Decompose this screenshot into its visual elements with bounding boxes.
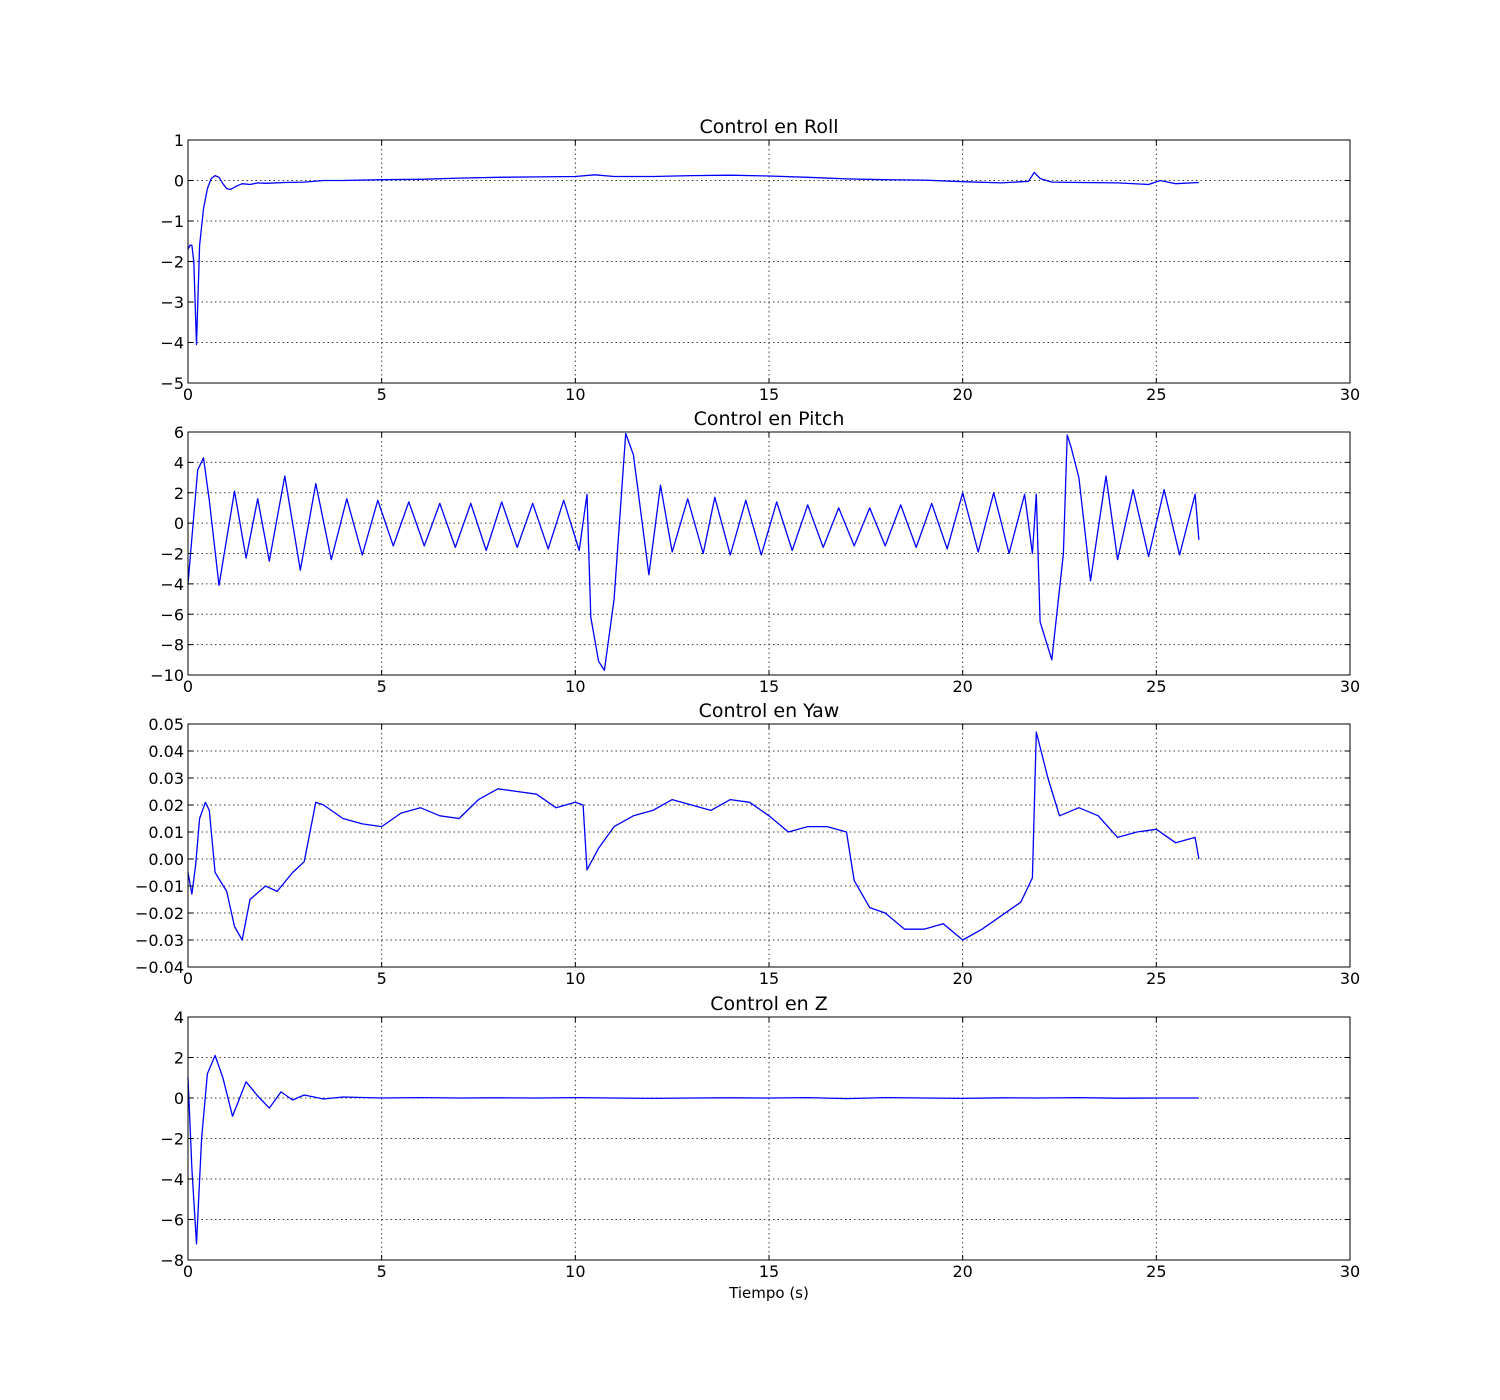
x-tick-label: 10 xyxy=(565,677,585,696)
y-tick-label: 0.00 xyxy=(148,850,184,869)
chart-title: Control en Yaw xyxy=(699,700,840,722)
series-line xyxy=(187,432,1200,672)
y-tick-label: −0.03 xyxy=(135,931,184,950)
x-tick-label: 0 xyxy=(183,385,193,404)
x-tick-label: 25 xyxy=(1146,1262,1166,1281)
subplot-yaw: Control en Yaw 0 5 10 15 20 25 30 −0.04 −0.03 −0.… xyxy=(135,700,1360,988)
y-tick-label: −10 xyxy=(150,666,184,685)
y-tick-label: −2 xyxy=(160,253,184,272)
y-tick-label: −1 xyxy=(160,212,184,231)
x-tick-label: 20 xyxy=(952,969,972,988)
x-tick-label: 10 xyxy=(565,1262,585,1281)
x-tick-label: 30 xyxy=(1340,1262,1360,1281)
x-tick-label: 5 xyxy=(377,677,387,696)
x-tick-label: 25 xyxy=(1146,677,1166,696)
x-tick-label: 5 xyxy=(377,1262,387,1281)
series-line xyxy=(187,1054,1199,1245)
y-tick-label: 2 xyxy=(174,484,184,503)
y-tick-label: 0.01 xyxy=(148,823,184,842)
y-tick-label: 6 xyxy=(174,423,184,442)
y-tick-label: −4 xyxy=(160,334,184,353)
y-tick-label: 0 xyxy=(174,1089,184,1108)
chart-title: Control en Pitch xyxy=(694,408,845,430)
y-tick-label: −8 xyxy=(160,1251,184,1270)
subplot-z: Control en Z Tiempo (s) 0 5 10 15 20 25 30−8−6… xyxy=(160,993,1360,1302)
y-tick-label: −6 xyxy=(160,605,184,624)
x-tick-label: 0 xyxy=(183,1262,193,1281)
y-tick-label: −4 xyxy=(160,1170,184,1189)
y-tick-label: 4 xyxy=(174,453,184,472)
y-tick-label: −2 xyxy=(160,1130,184,1149)
y-tick-label: 0.04 xyxy=(148,742,184,761)
y-tick-label: 0.03 xyxy=(148,769,184,788)
y-tick-label: −0.04 xyxy=(135,958,184,977)
y-tick-label: −8 xyxy=(160,636,184,655)
x-tick-label: 25 xyxy=(1146,969,1166,988)
series-line xyxy=(187,171,1199,346)
chart-title: Control en Roll xyxy=(699,116,838,138)
x-tick-label: 20 xyxy=(952,677,972,696)
series-line xyxy=(187,731,1200,941)
subplot-roll: Control en Roll 0 5 10 15 20 25 30 −5 −4 −3 −2 −1 0 1 xyxy=(160,116,1360,404)
y-tick-label: −0.02 xyxy=(135,904,184,923)
x-tick-label: 0 xyxy=(183,677,193,696)
y-tick-label: −3 xyxy=(160,293,184,312)
y-tick-label: −5 xyxy=(160,374,184,393)
x-tick-label: 5 xyxy=(377,385,387,404)
y-tick-label: −0.01 xyxy=(135,877,184,896)
y-tick-label: 0.05 xyxy=(148,715,184,734)
y-tick-label: −6 xyxy=(160,1211,184,1230)
subplot-pitch: Control en Pitch 0 5 10 15 20 25 30−10−8−6−4−2… xyxy=(150,408,1360,696)
y-tick-label: −4 xyxy=(160,575,184,594)
x-tick-label: 5 xyxy=(377,969,387,988)
y-tick-label: 1 xyxy=(174,131,184,150)
x-tick-label: 0 xyxy=(183,969,193,988)
x-tick-label: 10 xyxy=(565,969,585,988)
x-tick-label: 30 xyxy=(1340,969,1360,988)
x-tick-label: 20 xyxy=(952,1262,972,1281)
x-tick-label: 20 xyxy=(952,385,972,404)
x-axis-label: Tiempo (s) xyxy=(728,1284,809,1302)
y-tick-label: −2 xyxy=(160,545,184,564)
x-tick-label: 30 xyxy=(1340,385,1360,404)
y-tick-label: 4 xyxy=(174,1008,184,1027)
y-tick-label: 2 xyxy=(174,1049,184,1068)
x-tick-label: 30 xyxy=(1340,677,1360,696)
x-tick-label: 15 xyxy=(759,969,779,988)
y-tick-label: 0 xyxy=(174,172,184,191)
x-tick-label: 15 xyxy=(759,677,779,696)
x-tick-label: 25 xyxy=(1146,385,1166,404)
y-tick-label: 0 xyxy=(174,514,184,533)
x-tick-label: 10 xyxy=(565,385,585,404)
y-tick-label: 0.02 xyxy=(148,796,184,815)
chart-title: Control en Z xyxy=(710,993,828,1015)
x-tick-label: 15 xyxy=(759,1262,779,1281)
x-tick-label: 15 xyxy=(759,385,779,404)
